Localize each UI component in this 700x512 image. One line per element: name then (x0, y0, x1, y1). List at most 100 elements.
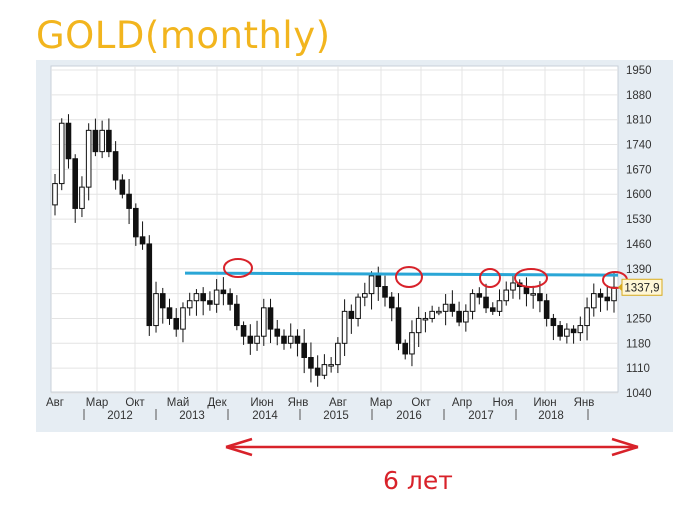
candle-body (402, 342, 409, 355)
period-arrow (225, 437, 639, 457)
candle-body (106, 129, 112, 153)
candle-body (584, 307, 590, 327)
candle-body (193, 293, 200, 302)
candle-body (314, 367, 321, 376)
y-tick-label: 1180 (626, 338, 651, 350)
candle-body (510, 282, 516, 291)
candle-body (476, 293, 483, 298)
period-arrow-right-head (611, 437, 639, 457)
y-tick-label: 1880 (626, 90, 652, 102)
candle-body (287, 335, 294, 344)
candle-body (186, 300, 193, 309)
x-month-label: Июн (250, 397, 273, 409)
candle-body (557, 325, 563, 337)
chart-title: GOLD(monthly) (36, 14, 331, 57)
candle-body (281, 335, 287, 344)
resistance-test-marker (479, 268, 501, 288)
x-year-label: 2012 (107, 410, 133, 422)
x-year-label: 2018 (538, 410, 564, 422)
candle-body (65, 122, 72, 160)
candle-body (503, 289, 510, 302)
last-price-pointer (618, 283, 622, 292)
period-arrow-left-head (225, 437, 253, 457)
y-tick-label: 1810 (626, 115, 652, 127)
candle-body (58, 122, 65, 185)
candle-body (200, 293, 206, 302)
y-tick-label: 1950 (626, 65, 652, 77)
x-month-label: Окт (411, 397, 431, 409)
x-month-label: Ноя (493, 397, 514, 409)
candle-body (456, 310, 462, 323)
x-axis: Авг Мар Окт Май Дек Июн Янв Авг Мар Окт Апр Ноя Июн Я… (46, 397, 594, 422)
y-tick-label: 1040 (626, 388, 652, 400)
candle-body (368, 275, 375, 295)
x-month-label: Мар (86, 397, 109, 409)
candle-body (388, 296, 395, 309)
y-tick-label: 1740 (626, 140, 652, 152)
y-tick-label: 1670 (626, 164, 652, 176)
candle-body (590, 293, 597, 309)
resistance-test-marker (223, 258, 253, 278)
candle-body (321, 364, 328, 376)
candle-body (112, 151, 119, 181)
candle-body (550, 317, 557, 327)
y-tick-label: 1250 (626, 313, 652, 325)
candle-body (227, 293, 233, 305)
candle-body (220, 289, 227, 295)
x-month-label: Мар (370, 397, 393, 409)
x-year-label: 2015 (323, 410, 349, 422)
candle-body (496, 300, 503, 312)
candle-body (395, 307, 402, 344)
plot-area (50, 65, 619, 393)
candle-body (530, 293, 536, 296)
candle-body (341, 310, 348, 344)
x-month-label: Окт (125, 397, 145, 409)
y-axis: 1950 1880 1810 1740 1670 1600 1530 1460 1390 1250… (626, 65, 652, 400)
candle-body (570, 328, 577, 334)
candle-body (133, 207, 139, 238)
x-month-label: Авг (329, 397, 347, 409)
candle-body (180, 307, 186, 330)
test-markers (223, 258, 628, 289)
y-tick-label: 1530 (626, 214, 652, 226)
candle-body (348, 310, 355, 319)
candle-body (213, 289, 220, 305)
candle-body (308, 357, 314, 369)
candle-body (166, 307, 173, 319)
candle-body (274, 328, 281, 337)
candle-body (577, 325, 584, 334)
last-price-box: 1337,9 (618, 278, 663, 296)
candle-body (92, 129, 99, 153)
candle-body (469, 293, 476, 312)
candle-body (207, 300, 213, 305)
candle-body (260, 307, 267, 337)
x-month-label: Янв (288, 397, 309, 409)
candle-body (415, 317, 422, 334)
candles (52, 114, 617, 387)
candle-body (126, 193, 132, 209)
candle-body (99, 129, 105, 153)
candle-body (301, 342, 307, 359)
candle-body (240, 325, 247, 337)
y-tick-label: 1110 (626, 363, 650, 375)
candle-body (52, 183, 58, 206)
x-month-label: Авг (46, 397, 64, 409)
candle-body (234, 303, 240, 327)
candle-body (328, 364, 334, 367)
x-month-label: Дек (207, 397, 227, 409)
candle-body (564, 328, 570, 337)
candle-body (449, 303, 456, 312)
candle-body (429, 310, 435, 319)
candle-body (489, 307, 496, 312)
candle-body (72, 158, 79, 209)
y-tick-label: 1460 (626, 239, 652, 251)
x-year-label: 2017 (468, 410, 494, 422)
last-price-label: 1337,9 (624, 282, 659, 294)
y-tick-label: 1600 (626, 189, 652, 201)
x-month-label: Май (167, 397, 190, 409)
candle-body (483, 296, 489, 309)
resistance-test-marker (514, 268, 548, 288)
candle-body (362, 293, 368, 298)
candle-body (355, 296, 361, 319)
candle-body (173, 317, 180, 330)
